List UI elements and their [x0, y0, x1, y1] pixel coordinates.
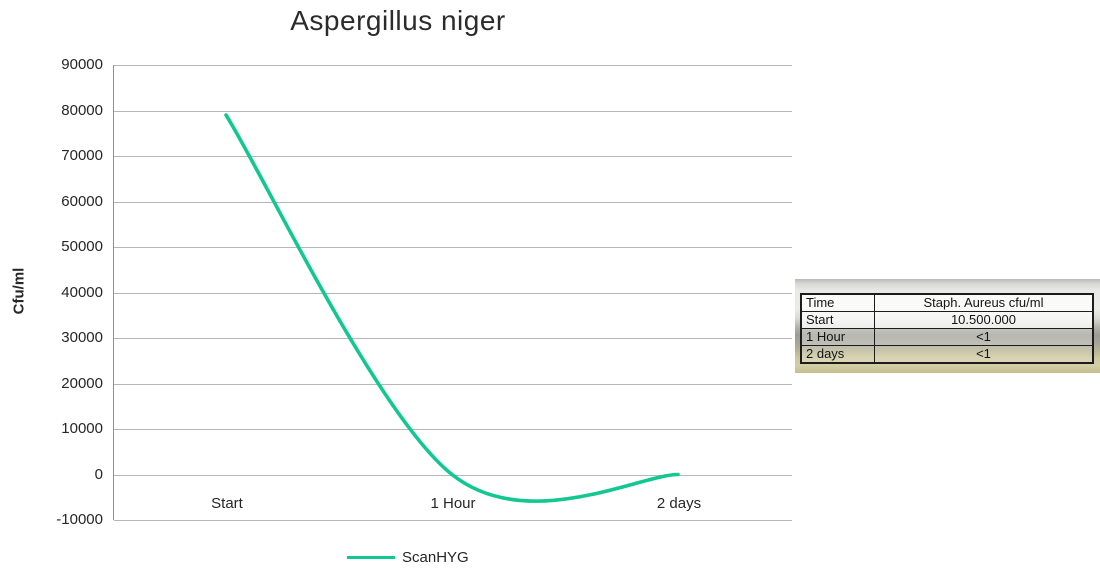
table-cell-value: <1: [874, 345, 1094, 364]
photo-panel: Time Staph. Aureus cfu/ml Start 10.500.0…: [795, 279, 1100, 373]
legend-line-swatch: [347, 556, 395, 559]
table-cell-value: <1: [874, 328, 1094, 346]
plot-area: Start 1 Hour 2 days: [113, 65, 792, 521]
y-tick-label: 20000: [61, 374, 103, 392]
y-tick-label: 70000: [61, 147, 103, 164]
y-tick-label: 60000: [61, 192, 103, 210]
x-category-label: Start: [211, 495, 243, 512]
y-axis-title: Cfu/ml: [10, 267, 28, 315]
table-row: Start 10.500.000: [800, 311, 1094, 329]
legend: ScanHYG: [347, 549, 469, 566]
gridline: [114, 110, 792, 112]
gridline: [114, 429, 792, 430]
y-tick-label: 50000: [61, 238, 103, 255]
results-table: Time Staph. Aureus cfu/ml Start 10.500.0…: [800, 293, 1094, 364]
table-row: 1 Hour <1: [800, 328, 1094, 346]
x-category-label: 2 days: [656, 495, 702, 512]
gridline: [114, 201, 792, 203]
y-tick-label: 80000: [61, 101, 103, 119]
gridline: [114, 292, 792, 294]
y-tick-label: -10000: [56, 511, 103, 528]
table-cell-value: 10.500.000: [874, 311, 1094, 329]
chart-title: Aspergillus niger: [290, 5, 506, 36]
y-tick-label: 0: [94, 465, 103, 483]
table-row: 2 days <1: [800, 345, 1094, 364]
table-cell-time: 1 Hour: [800, 328, 875, 346]
x-category-label: 1 Hour: [430, 495, 476, 512]
table-cell-time: Start: [800, 311, 875, 329]
y-tick-label: 40000: [61, 283, 103, 301]
gridline: [114, 474, 792, 476]
y-tick-label: 90000: [61, 56, 103, 73]
gridline: [114, 156, 792, 157]
table-header-time: Time: [800, 293, 875, 312]
gridline: [114, 520, 792, 521]
gridline: [114, 383, 792, 385]
y-tick-label: 30000: [61, 329, 103, 346]
gridline: [114, 65, 792, 66]
gridline: [114, 338, 792, 339]
table-header-row: Time Staph. Aureus cfu/ml: [800, 293, 1094, 312]
legend-series-label: ScanHYG: [402, 549, 469, 566]
table-header-value: Staph. Aureus cfu/ml: [874, 293, 1094, 312]
table-cell-time: 2 days: [800, 345, 875, 364]
y-tick-label: 10000: [61, 420, 103, 437]
gridline: [114, 247, 792, 248]
